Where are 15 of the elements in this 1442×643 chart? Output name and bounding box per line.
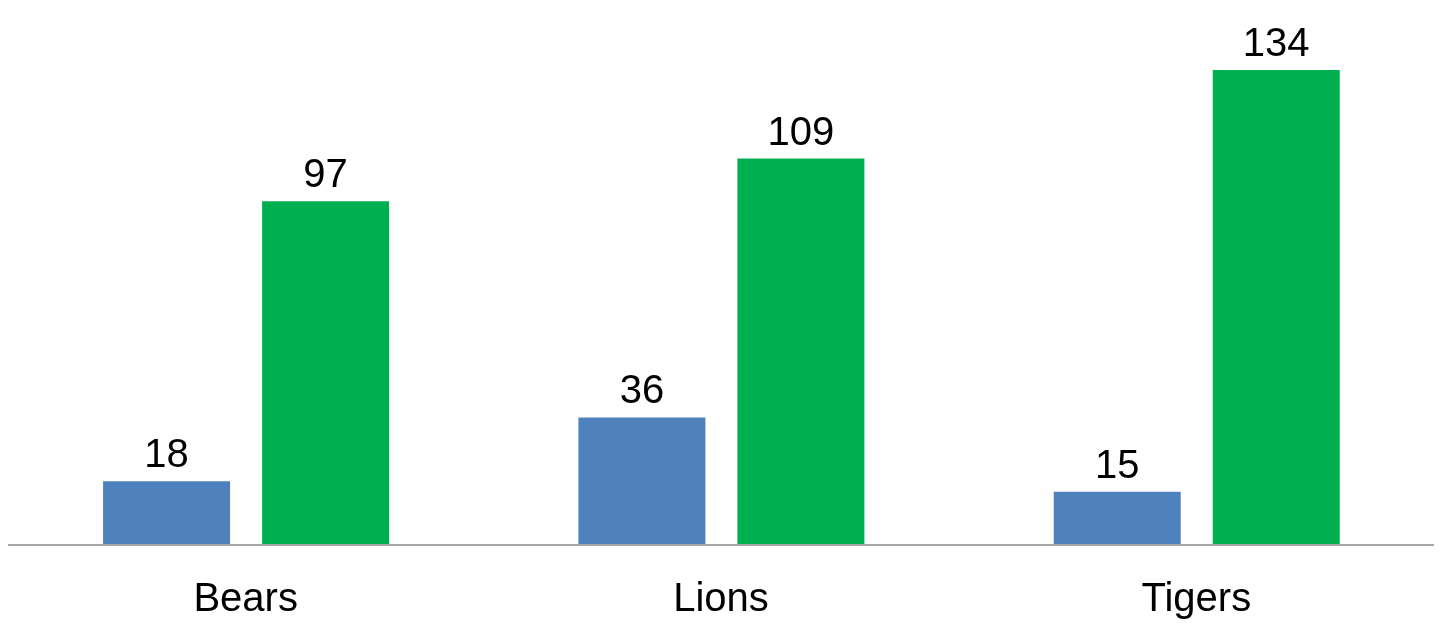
bar bbox=[262, 201, 390, 545]
data-label: 134 bbox=[1242, 20, 1310, 64]
data-label: 15 bbox=[1094, 441, 1140, 486]
data-label: 36 bbox=[619, 367, 665, 412]
bar bbox=[578, 417, 706, 545]
x-tick-label: Tigers bbox=[1141, 575, 1252, 620]
bar bbox=[103, 481, 231, 545]
data-label: 97 bbox=[303, 151, 348, 196]
bar bbox=[1053, 491, 1181, 545]
data-label: 18 bbox=[144, 431, 189, 476]
bar bbox=[1212, 70, 1340, 545]
x-tick-label: Lions bbox=[673, 575, 769, 620]
x-tick-label: Bears bbox=[193, 575, 298, 620]
bar bbox=[737, 158, 865, 545]
data-label: 109 bbox=[767, 108, 835, 153]
